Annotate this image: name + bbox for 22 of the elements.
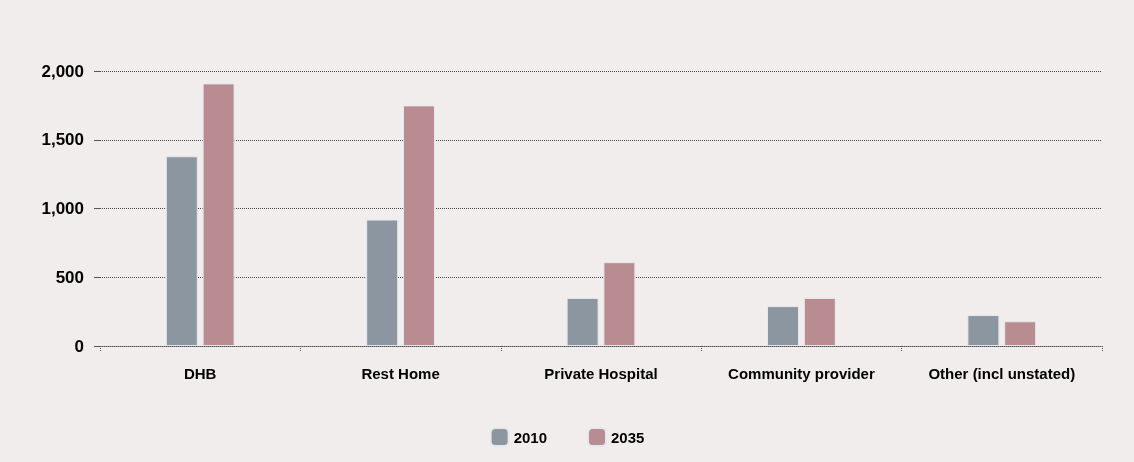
bar — [403, 105, 435, 346]
legend-label: 2035 — [611, 428, 645, 446]
x-tick-label: Rest Home — [361, 365, 440, 382]
bar — [566, 297, 599, 346]
y-tick-label: 500 — [55, 267, 84, 287]
y-tick-label: 1,500 — [41, 130, 84, 150]
bar — [366, 219, 399, 346]
x-tick-label: Other (incl unstated) — [928, 365, 1076, 382]
bar — [967, 315, 1000, 346]
y-tick-label: 1,000 — [41, 199, 84, 218]
bar — [202, 83, 235, 346]
bar — [603, 262, 636, 346]
bar — [767, 306, 799, 346]
bar — [1004, 321, 1037, 346]
y-tick-label: 0 — [74, 336, 84, 356]
legend-label: 2010 — [513, 428, 548, 446]
y-tick-label: 2,000 — [41, 61, 84, 81]
bar — [803, 297, 836, 346]
x-tick-label: DHB — [183, 365, 217, 382]
x-tick-label: Private Hospital — [544, 365, 658, 382]
bar — [165, 156, 198, 346]
x-tick-label: Community provider — [728, 365, 875, 382]
